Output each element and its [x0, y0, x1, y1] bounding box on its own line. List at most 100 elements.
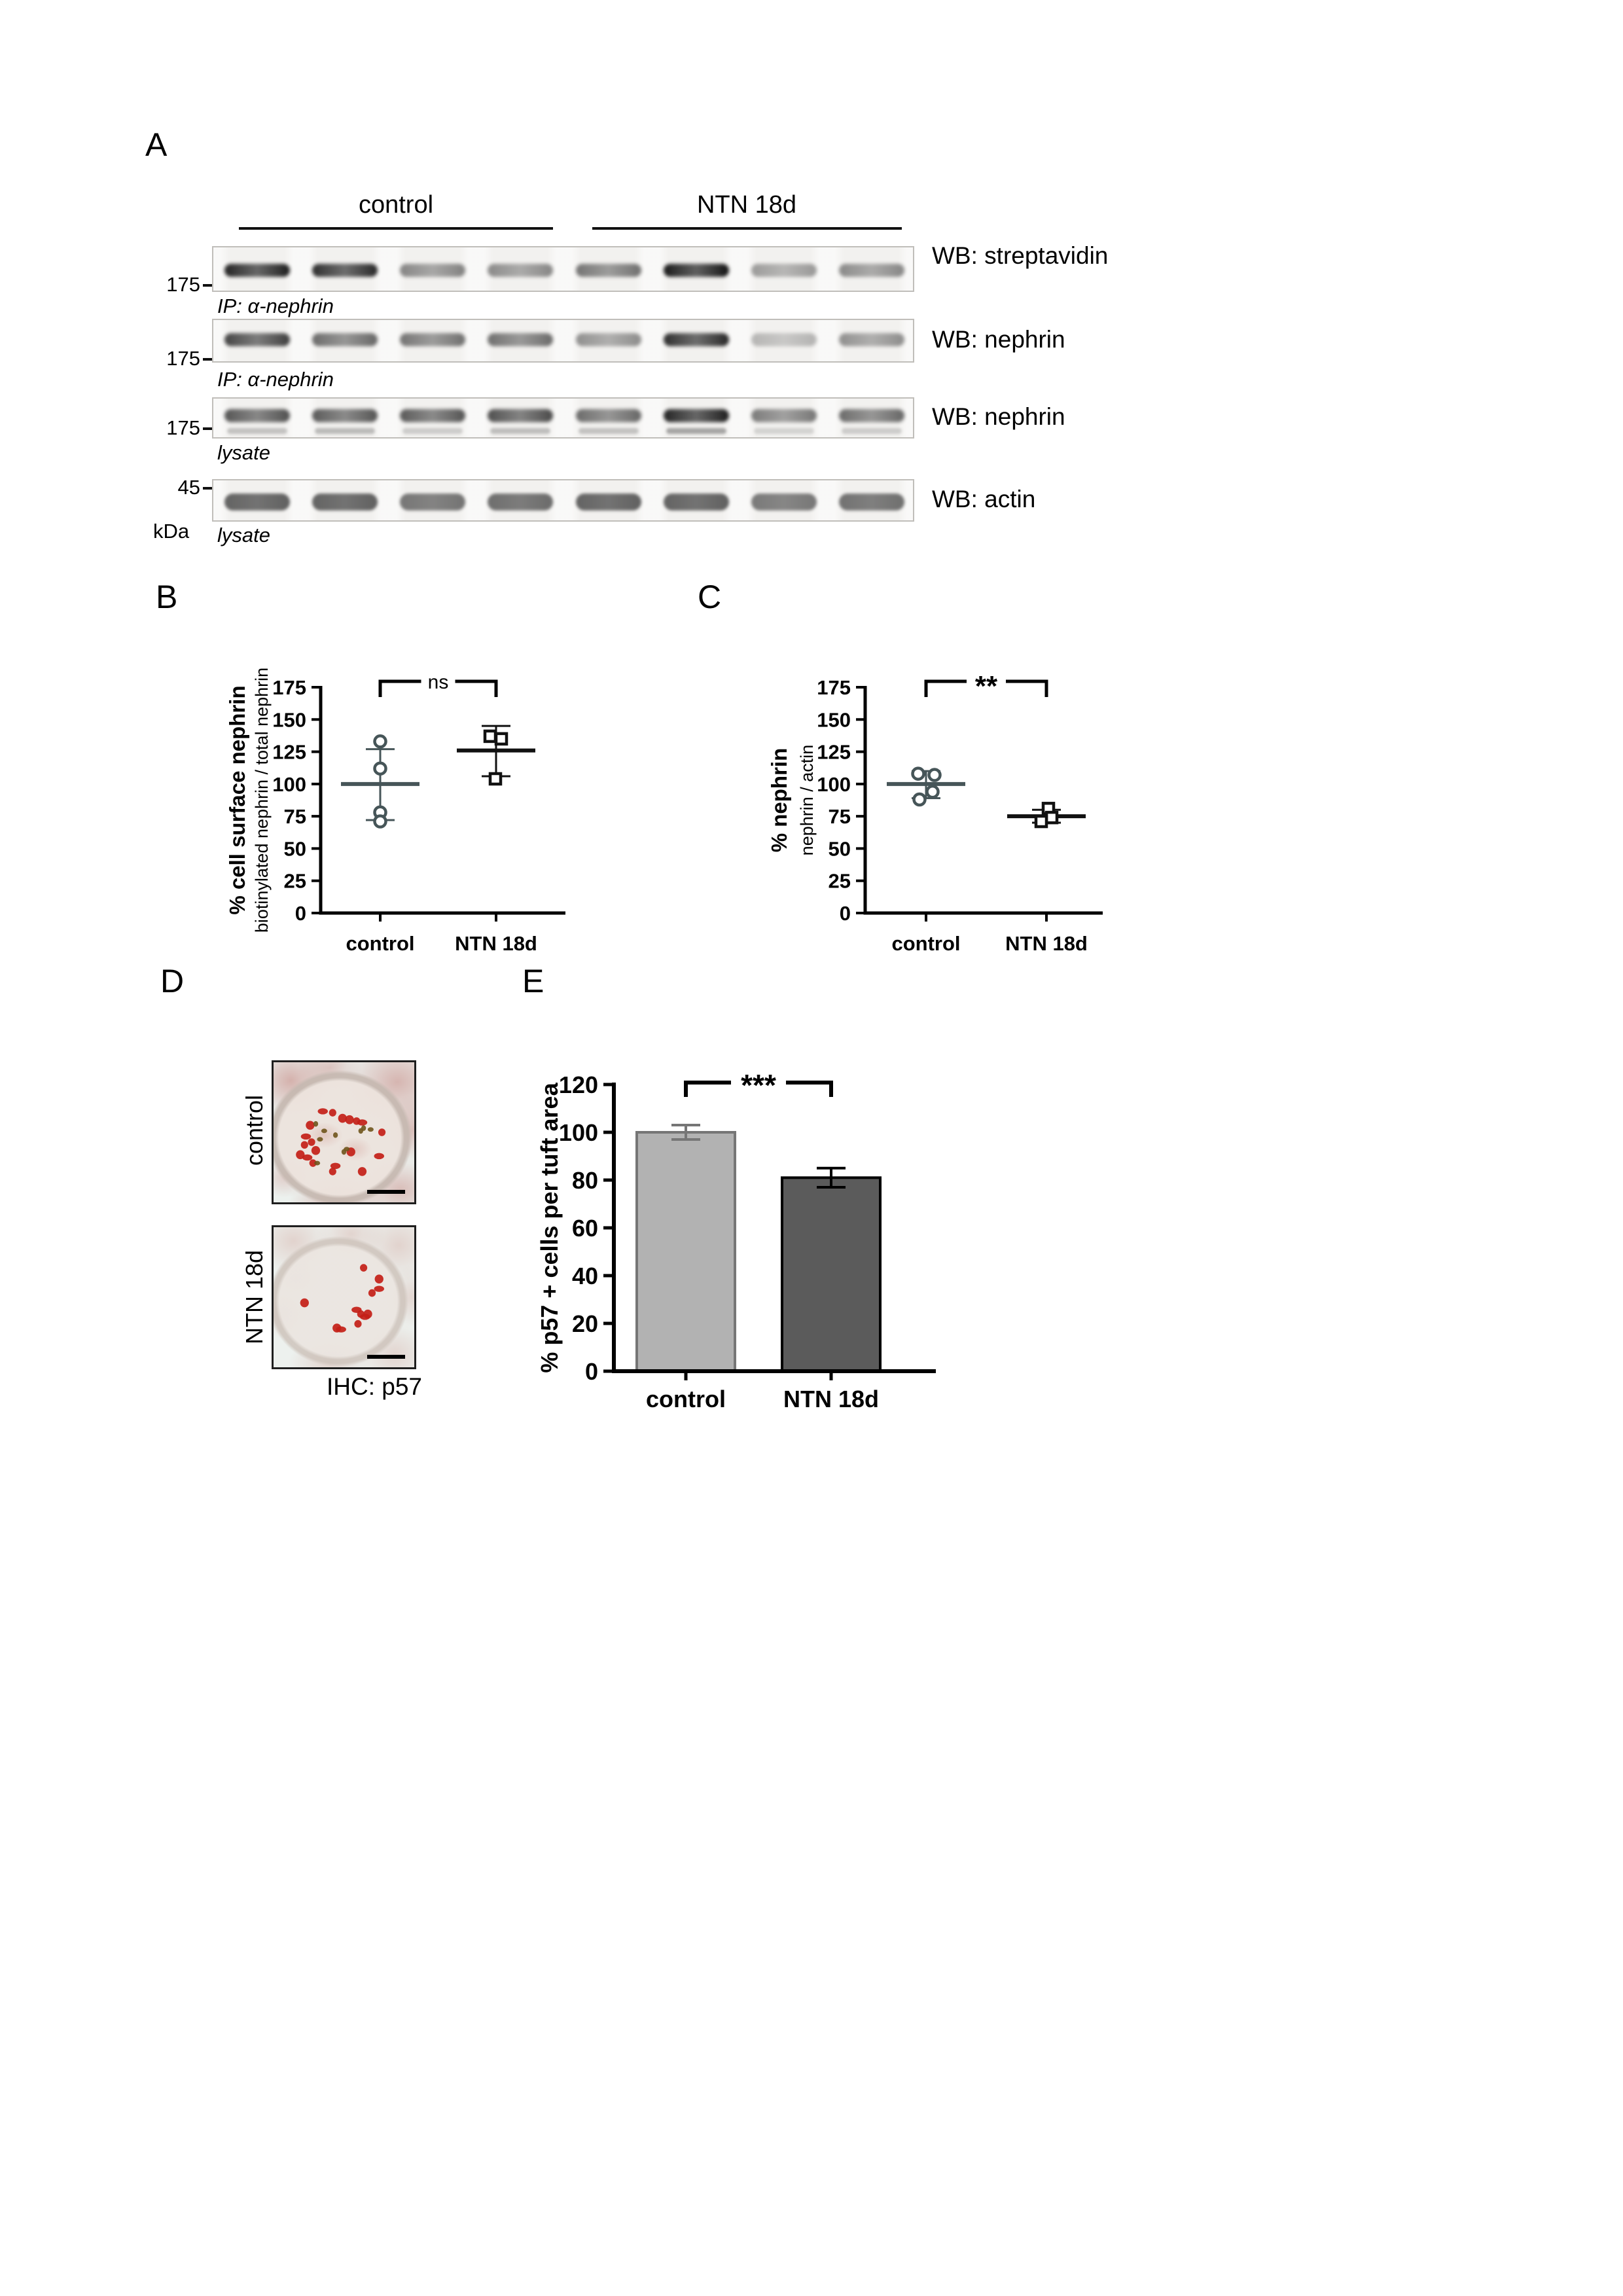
p57-positive-cell — [308, 1138, 315, 1146]
mw-tick-blot3 — [203, 427, 212, 430]
p57-positive-cell — [353, 1117, 361, 1125]
wb-band-secondary — [402, 428, 463, 434]
y-tick-label: 60 — [572, 1215, 598, 1242]
y-axis-label: % p57 + cells per tuft area — [536, 1082, 563, 1372]
group-underline-ntn18d — [592, 227, 902, 230]
wb-label-actin: WB: actin — [932, 486, 1036, 512]
mw-tick-blot4 — [203, 487, 212, 490]
data-point — [1034, 814, 1048, 829]
wb-band-secondary — [841, 428, 902, 434]
x-category-label: NTN 18d — [1005, 932, 1088, 955]
bar-control — [635, 1124, 736, 1372]
y-tick-label: 100 — [817, 773, 851, 796]
data-point — [373, 814, 387, 829]
y-tick-label: 0 — [585, 1358, 598, 1385]
ihc-row-label-ntn18d: NTN 18d — [241, 1249, 268, 1345]
wb-band — [312, 264, 378, 277]
p57-positive-cell — [360, 1264, 368, 1272]
wb-band — [400, 493, 466, 511]
y-tick-label: 0 — [840, 902, 851, 925]
axes: 0 25 50 75 100 125 150 175 control NTN 18d — [272, 676, 565, 955]
mw-marker-45-blot4: 45 — [177, 476, 200, 499]
scatter-chart-nephrin-actin: 0 25 50 75 100 125 150 175 control NTN 18d % nephr… — [767, 670, 1103, 955]
y-tick-label: 175 — [817, 676, 851, 699]
data-point — [488, 772, 503, 786]
series-ntn-18d — [1007, 802, 1086, 829]
y-axis-label: % nephrin — [767, 748, 791, 853]
p57-positive-cell — [300, 1133, 312, 1140]
p57-positive-cell — [309, 1159, 317, 1167]
wb-strip-3 — [212, 479, 914, 522]
data-point — [483, 729, 497, 744]
x-category-label: control — [891, 932, 960, 955]
lysate-label-blot3: lysate — [217, 441, 270, 464]
wb-label-nephrin-ip: WB: nephrin — [932, 326, 1065, 353]
p57-positive-cell — [317, 1108, 328, 1115]
data-point — [925, 784, 940, 799]
wb-band — [663, 264, 729, 277]
wb-band-secondary — [315, 428, 376, 434]
brown-stained-cell — [358, 1128, 363, 1134]
wb-band — [488, 409, 554, 422]
significance-label: ns — [428, 672, 449, 693]
axes: 0 25 50 75 100 125 150 175 control NTN 18d — [817, 676, 1103, 955]
brown-stained-cell — [332, 1132, 338, 1138]
mw-marker-175-blot2: 175 — [166, 347, 200, 370]
wb-band-secondary — [490, 428, 551, 434]
p57-positive-cell — [354, 1319, 362, 1328]
wb-band — [575, 409, 641, 422]
panel-d-letter: D — [160, 963, 185, 999]
series-ntn-18d — [457, 725, 535, 786]
significance-bracket: ** — [924, 670, 1048, 702]
y-tick-label: 120 — [559, 1071, 598, 1098]
wb-strip-1 — [212, 319, 914, 363]
y-tick-label: 25 — [284, 870, 306, 893]
x-category-label: control — [646, 1386, 726, 1412]
significance-label: ** — [975, 670, 998, 702]
wb-band — [751, 409, 817, 422]
ip-label-blot1: IP: α-nephrin — [217, 295, 334, 317]
p57-positive-cell — [311, 1145, 321, 1155]
series-control — [887, 766, 965, 807]
data-point — [494, 732, 508, 746]
wb-band-secondary — [227, 428, 288, 434]
ip-label-blot2: IP: α-nephrin — [217, 368, 334, 391]
ihc-stain-dots-control — [296, 1108, 386, 1176]
panel-b-letter: B — [156, 579, 178, 615]
y-tick-label: 50 — [829, 837, 851, 860]
wb-band — [224, 264, 291, 277]
p57-positive-cell — [336, 1326, 346, 1333]
wb-band — [751, 333, 817, 346]
wb-band — [488, 333, 554, 346]
wb-band — [488, 264, 554, 277]
y-tick-label: 0 — [295, 902, 306, 925]
ihc-caption: IHC: p57 — [326, 1373, 422, 1400]
scatter-chart-cell-surface-nephrin: 0 25 50 75 100 125 150 175 control NTN 18d % cell … — [225, 668, 565, 955]
axes: 0 20 40 60 80 100 120 control NTN 18d — [559, 1071, 936, 1412]
data-point — [373, 761, 387, 776]
data-point — [911, 766, 925, 781]
y-tick-label: 40 — [572, 1263, 598, 1289]
wb-band — [488, 493, 554, 511]
p57-positive-cell — [368, 1289, 376, 1297]
y-tick-label: 125 — [817, 741, 851, 764]
significance-bracket: *** — [684, 1068, 833, 1102]
wb-band — [838, 493, 904, 511]
wb-band — [663, 409, 729, 422]
p57-positive-cell — [374, 1285, 384, 1292]
wb-strip-2 — [212, 397, 914, 439]
significance-label: *** — [741, 1068, 776, 1102]
p57-positive-cell — [357, 1167, 367, 1176]
series-control — [341, 734, 419, 829]
brown-stained-cell — [314, 1160, 321, 1166]
wb-band — [838, 333, 904, 346]
wb-band — [575, 264, 641, 277]
kda-unit-label: kDa — [153, 520, 190, 543]
y-tick-label: 50 — [284, 837, 306, 860]
wb-band — [224, 409, 291, 422]
mw-marker-175-blot1: 175 — [166, 273, 200, 296]
brown-stained-cell — [321, 1128, 327, 1134]
x-category-label: control — [346, 932, 414, 955]
wb-band — [400, 264, 466, 277]
